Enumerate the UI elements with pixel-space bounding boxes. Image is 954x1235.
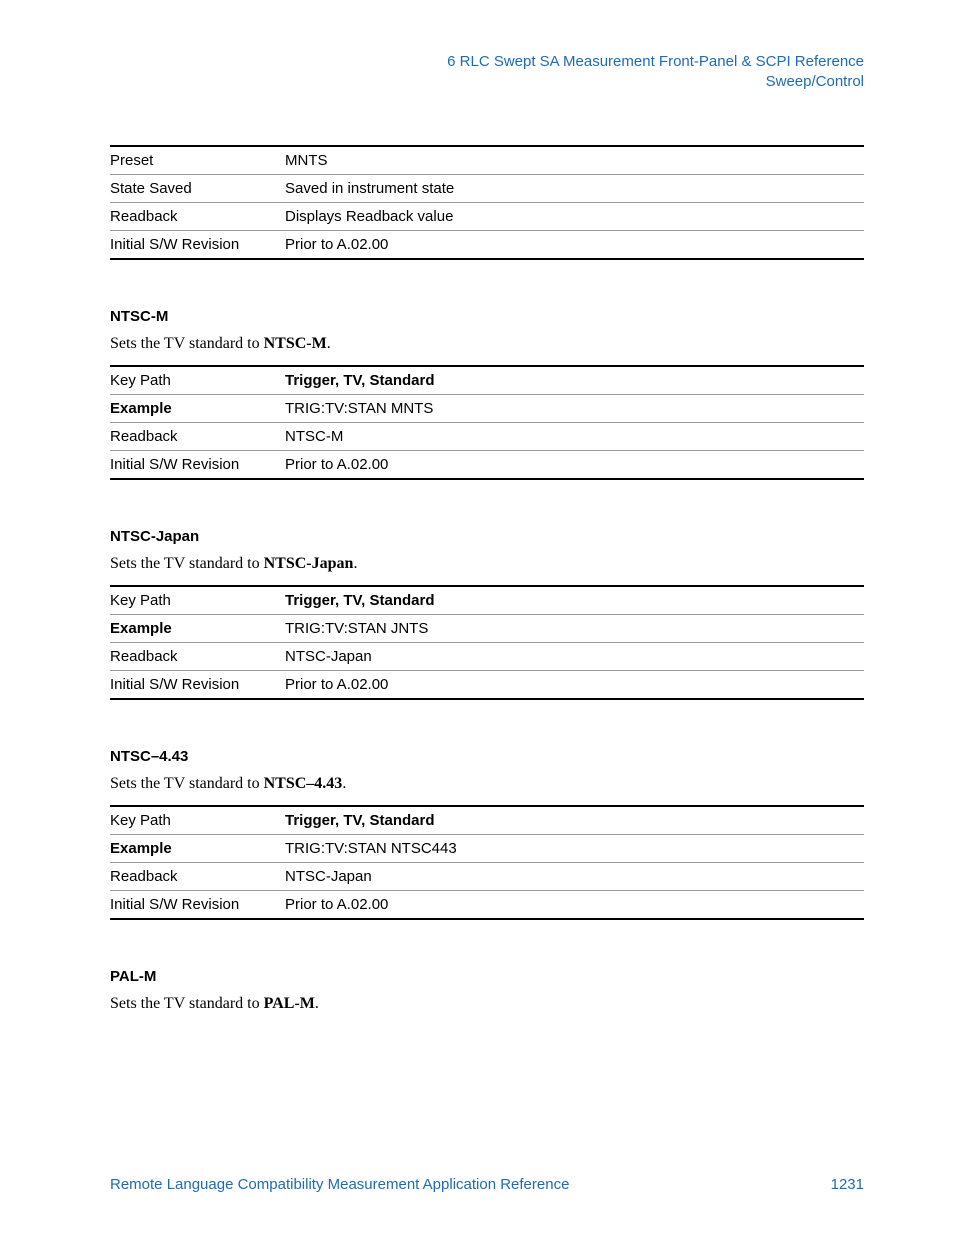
table-row: ReadbackDisplays Readback value: [110, 202, 864, 230]
table-row: Initial S/W RevisionPrior to A.02.00: [110, 450, 864, 479]
desc-suffix: .: [342, 775, 346, 792]
footer-title: Remote Language Compatibility Measuremen…: [110, 1176, 569, 1193]
page-header: 6 RLC Swept SA Measurement Front-Panel &…: [110, 52, 864, 93]
table-cell-value: NTSC-Japan: [285, 862, 864, 890]
header-line-1: 6 RLC Swept SA Measurement Front-Panel &…: [110, 52, 864, 72]
table-cell-key: Example: [110, 834, 285, 862]
param-table-body: Key PathTrigger, TV, StandardExampleTRIG…: [110, 366, 864, 479]
section-desc-pal-m: Sets the TV standard to PAL-M.: [110, 995, 864, 1013]
table-row: PresetMNTS: [110, 146, 864, 175]
table-cell-key: State Saved: [110, 174, 285, 202]
section-heading-pal-m: PAL-M: [110, 968, 864, 985]
desc-suffix: .: [327, 335, 331, 352]
table-cell-key: Initial S/W Revision: [110, 450, 285, 479]
param-table-body: Key PathTrigger, TV, StandardExampleTRIG…: [110, 806, 864, 919]
table-cell-value: TRIG:TV:STAN JNTS: [285, 614, 864, 642]
section-heading-ntsc-443: NTSC–4.43: [110, 748, 864, 765]
table-cell-value: Trigger, TV, Standard: [285, 586, 864, 615]
desc-suffix: .: [353, 555, 357, 572]
desc-bold: NTSC-Japan: [264, 555, 354, 572]
section-desc-ntsc-443: Sets the TV standard to NTSC–4.43.: [110, 775, 864, 793]
table-cell-key: Readback: [110, 422, 285, 450]
header-line-2: Sweep/Control: [110, 72, 864, 92]
footer-page-number: 1231: [831, 1176, 864, 1193]
desc-prefix: Sets the TV standard to: [110, 335, 264, 352]
table-cell-key: Key Path: [110, 586, 285, 615]
table-cell-value: Trigger, TV, Standard: [285, 366, 864, 395]
table-cell-value: MNTS: [285, 146, 864, 175]
table-row: ExampleTRIG:TV:STAN MNTS: [110, 394, 864, 422]
table-row: State SavedSaved in instrument state: [110, 174, 864, 202]
table-row: ExampleTRIG:TV:STAN NTSC443: [110, 834, 864, 862]
page-footer: Remote Language Compatibility Measuremen…: [110, 1176, 864, 1193]
table-cell-value: Saved in instrument state: [285, 174, 864, 202]
table-cell-value: TRIG:TV:STAN MNTS: [285, 394, 864, 422]
table-row: Key PathTrigger, TV, Standard: [110, 586, 864, 615]
desc-suffix: .: [315, 995, 319, 1012]
table-row: Initial S/W RevisionPrior to A.02.00: [110, 230, 864, 259]
table-cell-key: Readback: [110, 202, 285, 230]
table-row: Key PathTrigger, TV, Standard: [110, 366, 864, 395]
param-table-body: Key PathTrigger, TV, StandardExampleTRIG…: [110, 586, 864, 699]
desc-bold: NTSC–4.43: [264, 775, 343, 792]
param-table-ntsc-m: Key PathTrigger, TV, StandardExampleTRIG…: [110, 365, 864, 480]
table-cell-value: NTSC-Japan: [285, 642, 864, 670]
table-cell-value: Prior to A.02.00: [285, 230, 864, 259]
table-cell-key: Key Path: [110, 366, 285, 395]
table-cell-value: Prior to A.02.00: [285, 450, 864, 479]
table-cell-key: Example: [110, 614, 285, 642]
section-heading-ntsc-japan: NTSC-Japan: [110, 528, 864, 545]
param-table-body: PresetMNTSState SavedSaved in instrument…: [110, 146, 864, 259]
param-table-ntsc-443: Key PathTrigger, TV, StandardExampleTRIG…: [110, 805, 864, 920]
table-row: ExampleTRIG:TV:STAN JNTS: [110, 614, 864, 642]
desc-bold: NTSC-M: [264, 335, 327, 352]
desc-prefix: Sets the TV standard to: [110, 995, 264, 1012]
table-row: Key PathTrigger, TV, Standard: [110, 806, 864, 835]
table-row: Initial S/W RevisionPrior to A.02.00: [110, 890, 864, 919]
table-cell-value: Displays Readback value: [285, 202, 864, 230]
table-cell-value: NTSC-M: [285, 422, 864, 450]
table-cell-value: TRIG:TV:STAN NTSC443: [285, 834, 864, 862]
desc-prefix: Sets the TV standard to: [110, 775, 264, 792]
table-cell-key: Readback: [110, 642, 285, 670]
table-cell-value: Prior to A.02.00: [285, 670, 864, 699]
param-table-preset: PresetMNTSState SavedSaved in instrument…: [110, 145, 864, 260]
section-desc-ntsc-japan: Sets the TV standard to NTSC-Japan.: [110, 555, 864, 573]
table-cell-key: Readback: [110, 862, 285, 890]
table-cell-key: Initial S/W Revision: [110, 890, 285, 919]
table-cell-value: Trigger, TV, Standard: [285, 806, 864, 835]
table-cell-key: Preset: [110, 146, 285, 175]
section-heading-ntsc-m: NTSC-M: [110, 308, 864, 325]
table-row: Initial S/W RevisionPrior to A.02.00: [110, 670, 864, 699]
table-cell-value: Prior to A.02.00: [285, 890, 864, 919]
param-table-ntsc-japan: Key PathTrigger, TV, StandardExampleTRIG…: [110, 585, 864, 700]
table-cell-key: Key Path: [110, 806, 285, 835]
table-cell-key: Example: [110, 394, 285, 422]
section-desc-ntsc-m: Sets the TV standard to NTSC-M.: [110, 335, 864, 353]
table-cell-key: Initial S/W Revision: [110, 230, 285, 259]
table-row: ReadbackNTSC-Japan: [110, 862, 864, 890]
desc-prefix: Sets the TV standard to: [110, 555, 264, 572]
table-cell-key: Initial S/W Revision: [110, 670, 285, 699]
table-row: ReadbackNTSC-M: [110, 422, 864, 450]
table-row: ReadbackNTSC-Japan: [110, 642, 864, 670]
desc-bold: PAL-M: [264, 995, 315, 1012]
